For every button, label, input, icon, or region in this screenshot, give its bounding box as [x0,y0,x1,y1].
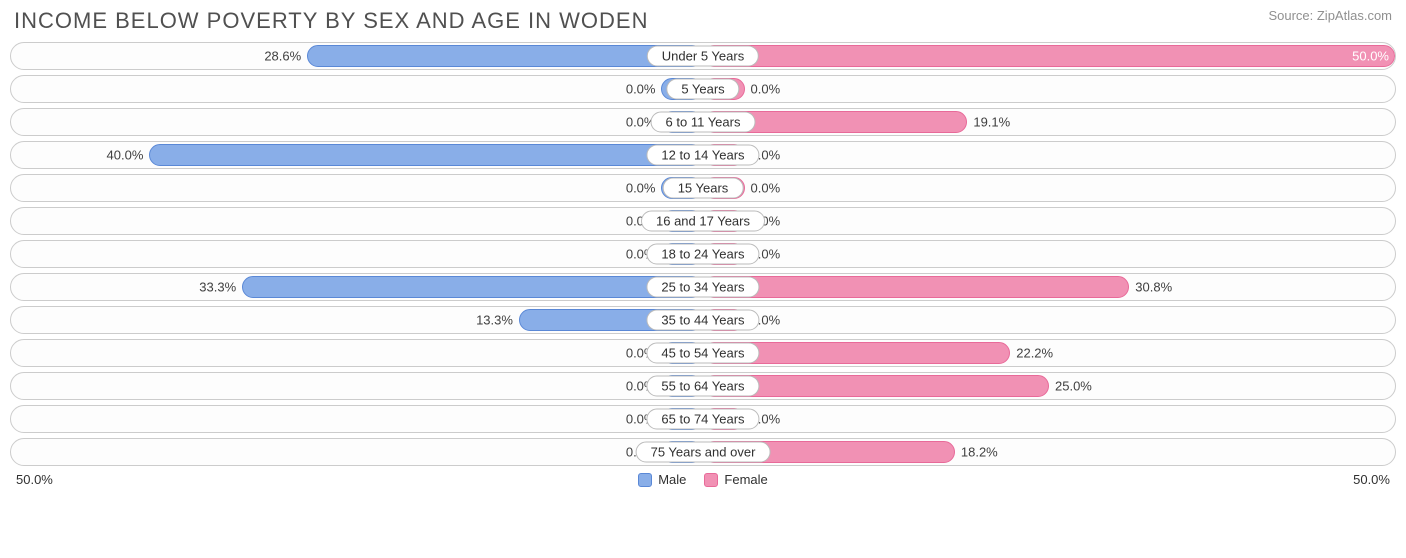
legend-male: Male [638,472,686,487]
female-value-label: 25.0% [1049,379,1092,394]
female-value-label: 18.2% [955,445,998,460]
chart-row: 0.0%25.0%55 to 64 Years [10,372,1396,400]
male-swatch-icon [638,473,652,487]
axis-max-right: 50.0% [1353,472,1390,487]
chart-row: 0.0% 0.0% 5 Years [10,75,1396,103]
legend-female-label: Female [724,472,767,487]
chart-row: 0.0%22.2%45 to 54 Years [10,339,1396,367]
category-label: 18 to 24 Years [646,244,759,265]
chart-row: 0.0%0.0%18 to 24 Years [10,240,1396,268]
male-value-label: 33.3% [193,280,242,295]
chart-row: 0.0%18.2%75 Years and over [10,438,1396,466]
chart-row: 33.3% 30.8% 25 to 34 Years [10,273,1396,301]
chart-header: INCOME BELOW POVERTY BY SEX AND AGE IN W… [10,8,1396,42]
female-value-label: 0.0% [745,82,781,97]
female-value-label: 30.8% [1129,280,1172,295]
category-label: 45 to 54 Years [646,343,759,364]
category-label: 65 to 74 Years [646,409,759,430]
category-label: Under 5 Years [647,46,759,67]
chart-row: 0.0%19.1%6 to 11 Years [10,108,1396,136]
male-bar [149,144,703,166]
chart-footer: 50.0% Male Female 50.0% [10,466,1396,487]
chart-row: 28.6% 50.0% Under 5 Years [10,42,1396,70]
chart-row: 40.0%0.0%12 to 14 Years [10,141,1396,169]
female-value-label: 19.1% [967,115,1010,130]
category-label: 25 to 34 Years [646,277,759,298]
poverty-by-sex-age-chart: INCOME BELOW POVERTY BY SEX AND AGE IN W… [0,0,1406,558]
male-value-label: 13.3% [470,313,519,328]
male-value-label: 40.0% [101,148,150,163]
chart-row: 0.0%0.0%16 and 17 Years [10,207,1396,235]
male-value-label: 0.0% [626,82,662,97]
axis-max-left: 50.0% [16,472,53,487]
male-bar [307,45,703,67]
male-value-label: 0.0% [626,181,662,196]
category-label: 75 Years and over [636,442,771,463]
female-value-label: 0.0% [745,181,781,196]
category-label: 12 to 14 Years [646,145,759,166]
category-label: 6 to 11 Years [651,112,756,133]
category-label: 55 to 64 Years [646,376,759,397]
chart-row: 0.0% 0.0%15 Years [10,174,1396,202]
category-label: 16 and 17 Years [641,211,765,232]
legend: Male Female [638,472,768,487]
category-label: 35 to 44 Years [646,310,759,331]
male-value-label: 28.6% [258,49,307,64]
female-bar [703,276,1129,298]
legend-female: Female [704,472,767,487]
legend-male-label: Male [658,472,686,487]
male-bar [242,276,703,298]
category-label: 5 Years [666,79,739,100]
chart-row: 13.3%0.0%35 to 44 Years [10,306,1396,334]
category-label: 15 Years [663,178,744,199]
chart-title: INCOME BELOW POVERTY BY SEX AND AGE IN W… [14,8,648,34]
female-value-label: 22.2% [1010,346,1053,361]
female-bar [703,45,1395,67]
chart-rows: 28.6%50.0%Under 5 Years0.0%0.0%5 Years0.… [10,42,1396,466]
chart-row: 0.0%0.0%65 to 74 Years [10,405,1396,433]
female-swatch-icon [704,473,718,487]
female-value-label: 50.0% [1352,49,1389,64]
chart-source: Source: ZipAtlas.com [1268,8,1392,23]
